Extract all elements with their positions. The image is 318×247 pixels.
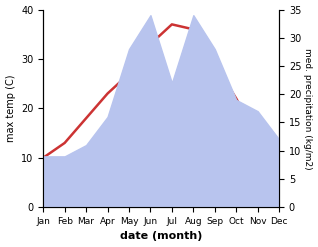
X-axis label: date (month): date (month)	[120, 231, 202, 242]
Y-axis label: max temp (C): max temp (C)	[5, 75, 16, 142]
Y-axis label: med. precipitation (kg/m2): med. precipitation (kg/m2)	[303, 48, 313, 169]
